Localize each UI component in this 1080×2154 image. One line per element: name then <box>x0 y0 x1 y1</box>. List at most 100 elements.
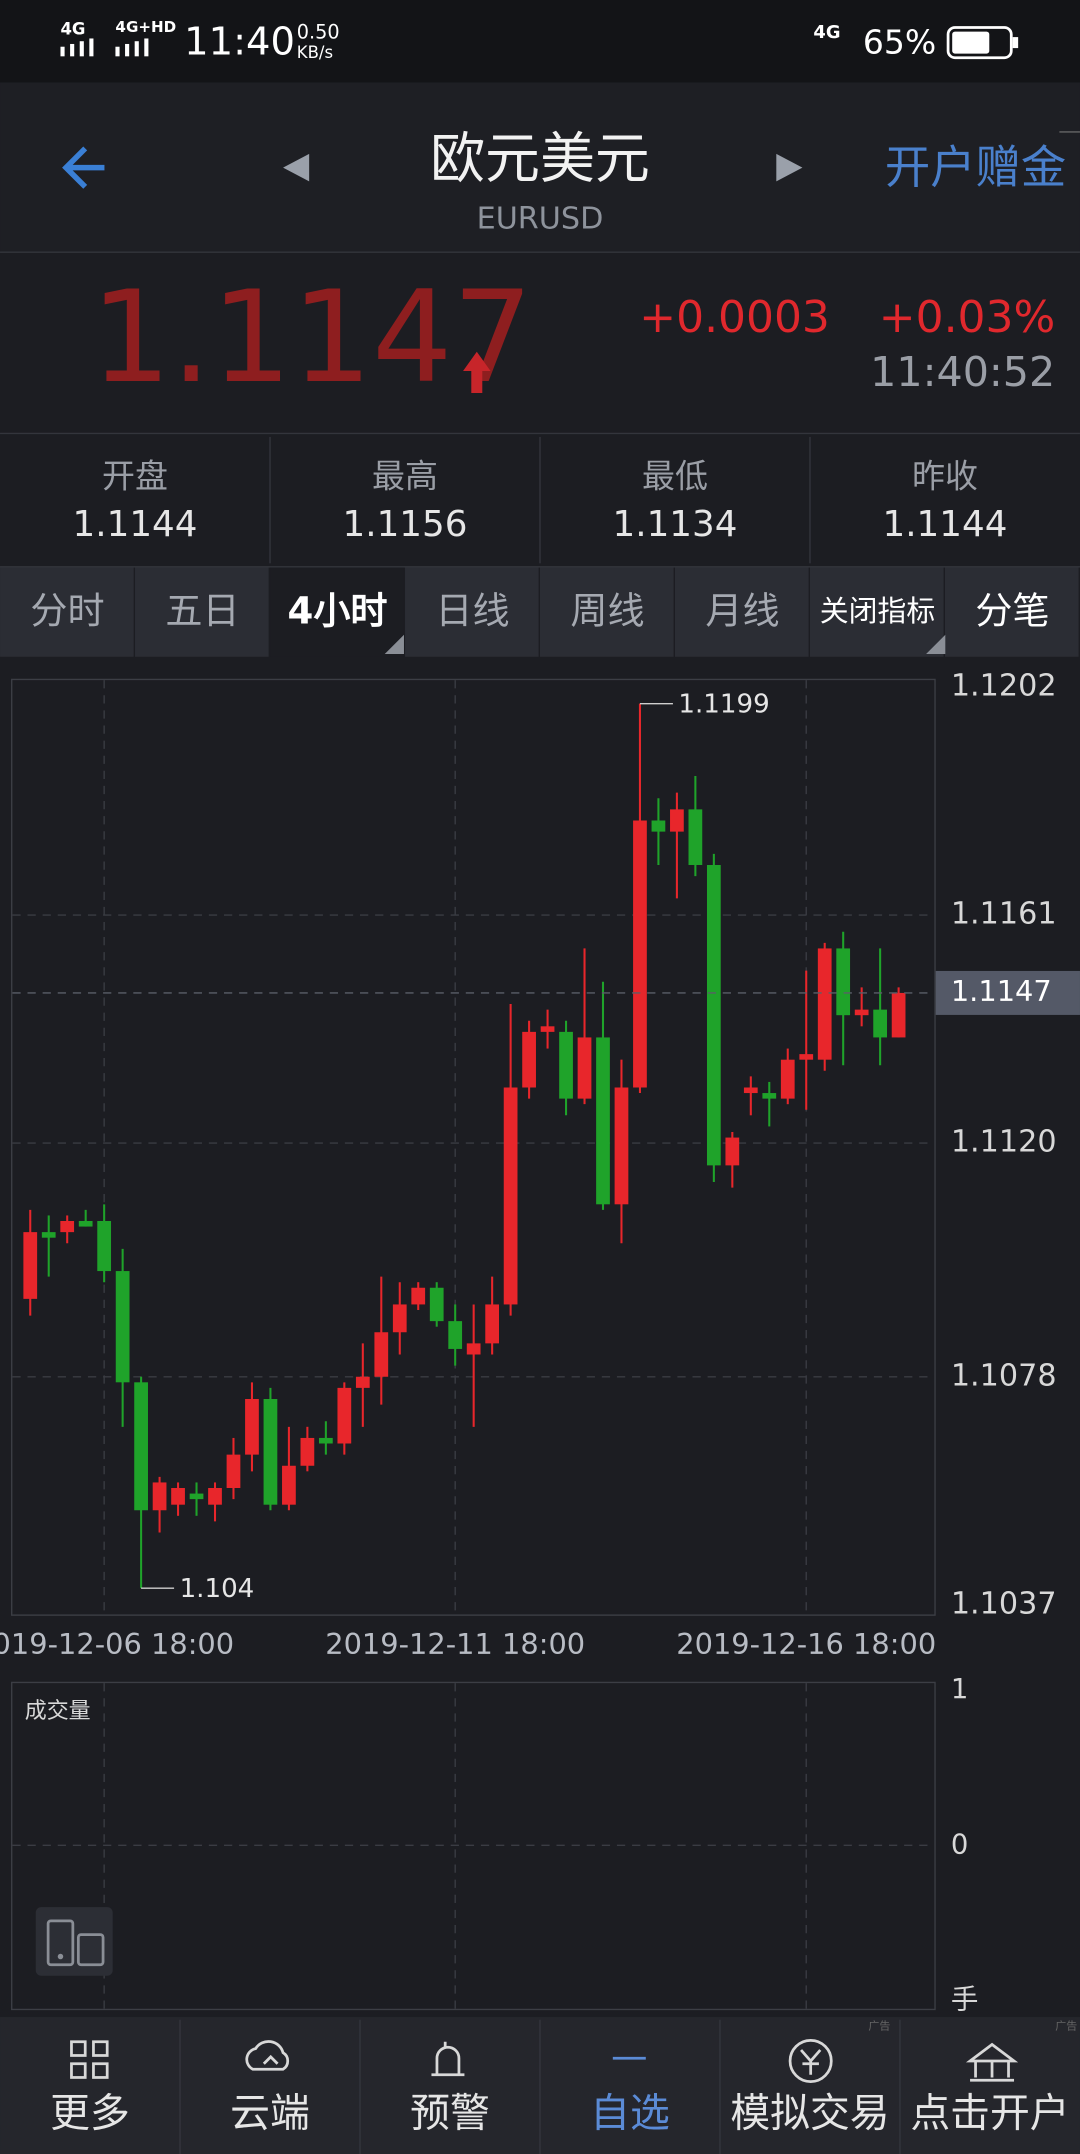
candle-body <box>374 1332 389 1377</box>
tab-label[interactable]: 分笔 <box>975 589 1049 632</box>
stat-label: 开盘 <box>102 457 168 496</box>
open-account-link[interactable]: 开户赠金 <box>885 141 1066 194</box>
nav-dividers <box>179 2019 901 2154</box>
stat-value: 1.1156 <box>343 504 468 545</box>
header <box>0 82 1080 252</box>
tab[interactable] <box>809 567 944 657</box>
nav-labels: 更多 云端 预警 自选 模拟交易 点击开户 <box>50 2090 1069 2136</box>
candle-body <box>780 1059 795 1099</box>
nav-item[interactable]: 更多 <box>50 2090 130 2136</box>
candle-body <box>688 809 703 865</box>
candle-body <box>836 948 851 1016</box>
candle-body <box>503 1087 518 1305</box>
chart-frame <box>11 678 936 1616</box>
nav-item[interactable]: 点击开户 <box>910 2090 1069 2136</box>
y-tick-label: 1.1202 <box>951 668 1057 703</box>
last-price: 1.1147 <box>91 264 533 411</box>
tab[interactable] <box>405 567 539 657</box>
tab-label[interactable]: 关闭指标 <box>820 594 935 628</box>
candle-body <box>245 1399 259 1455</box>
nav-item[interactable]: 模拟交易 <box>730 2090 889 2136</box>
tab-label[interactable]: 分时 <box>30 589 104 632</box>
price-change-percent: +0.03% <box>879 292 1055 343</box>
tab[interactable] <box>674 567 809 657</box>
back-button[interactable] <box>62 146 105 189</box>
nav-item[interactable]: 自选 <box>590 2090 670 2136</box>
nav-item[interactable]: 云端 <box>230 2090 310 2136</box>
candle-body <box>337 1387 352 1444</box>
rotate-button[interactable] <box>35 1907 113 1976</box>
candle-body <box>429 1287 444 1322</box>
period-tabs: 分时 五日 4小时 日线 周线 月线 关闭指标 分笔 <box>0 567 1079 657</box>
ad-label: 广告 <box>868 2020 890 2033</box>
price-change: +0.0003 <box>639 292 830 343</box>
candle-body <box>706 864 721 1166</box>
tab[interactable] <box>944 567 1079 657</box>
candle-body <box>282 1465 296 1505</box>
subtitle: EURUSD <box>477 201 604 236</box>
volume-title: 成交量 <box>25 1699 91 1724</box>
candle-body <box>23 1232 38 1299</box>
net-speed-unit: KB/s <box>297 43 333 62</box>
tab[interactable] <box>135 567 269 657</box>
tab[interactable] <box>0 567 134 657</box>
stat-value: 1.1144 <box>882 504 1007 545</box>
candle-body <box>318 1437 333 1444</box>
candle-body <box>226 1454 241 1489</box>
candle-body <box>189 1493 204 1500</box>
x-tick-label: 2019-12-11 18:00 <box>325 1627 585 1661</box>
candle-body <box>559 1031 573 1099</box>
candle-body <box>670 809 684 832</box>
candle-body <box>817 948 832 1060</box>
stat-value: 1.1144 <box>73 504 198 545</box>
tab-corner <box>384 634 404 655</box>
quote-time: 11:40:52 <box>870 348 1055 396</box>
volume-tick-label: 0 <box>951 1829 968 1860</box>
tab-label[interactable]: 4小时 <box>288 589 388 632</box>
nav-icons <box>70 2038 1019 2083</box>
tab[interactable] <box>270 567 404 657</box>
stat-label: 最低 <box>642 457 708 496</box>
y-tick-label: 1.1037 <box>951 1586 1057 1621</box>
candle-body <box>115 1271 130 1383</box>
net-speed: 0.50 <box>297 20 340 43</box>
candle-body <box>41 1232 56 1238</box>
candle-body <box>448 1321 463 1349</box>
tab[interactable] <box>540 567 674 657</box>
candle-body <box>762 1093 777 1099</box>
stat-label: 昨收 <box>912 457 978 496</box>
network-label: 4G <box>60 20 85 39</box>
y-tick-label: 1.1078 <box>951 1358 1057 1393</box>
network-label: 4G+HD <box>115 18 176 36</box>
up-arrow <box>463 351 491 393</box>
candle-body <box>355 1376 370 1388</box>
candle-body <box>651 820 666 832</box>
candle-body <box>392 1304 407 1333</box>
x-tick-label: 2019-12-06 18:00 <box>0 1627 234 1661</box>
candle-body <box>743 1087 758 1094</box>
prev-button[interactable] <box>283 153 310 182</box>
signal-icon <box>60 38 149 57</box>
battery-level: 65% <box>863 22 936 61</box>
clock: 11:40 <box>184 19 295 64</box>
candle-body <box>596 1037 610 1205</box>
network-label: 4G <box>813 22 840 43</box>
y-tick-label: 1.1120 <box>951 1125 1057 1160</box>
y-tick-label: 1.1161 <box>951 897 1057 932</box>
tab-label[interactable]: 五日 <box>165 589 239 632</box>
candle-body <box>522 1031 536 1088</box>
candlestick-chart: 1.1037 1.1078 1.1120 1.1161 1.1202 2019-12-06… <box>0 668 1080 1661</box>
max-label: 1.1199 <box>678 690 769 720</box>
tab-label[interactable]: 日线 <box>435 589 509 632</box>
candle-body <box>633 820 647 1088</box>
volume-chart: 01 <box>12 1674 968 2009</box>
candle-body <box>854 1009 869 1016</box>
stats-row: 开盘 1.1144 最高 1.1156 最低 1.1134 昨收 1.1144 <box>0 436 1080 568</box>
nav-item[interactable]: 预警 <box>410 2090 490 2136</box>
next-button[interactable] <box>776 153 803 182</box>
min-label: 1.104 <box>180 1574 255 1604</box>
tab-label[interactable]: 月线 <box>705 589 779 632</box>
tab-label[interactable]: 周线 <box>570 589 644 632</box>
